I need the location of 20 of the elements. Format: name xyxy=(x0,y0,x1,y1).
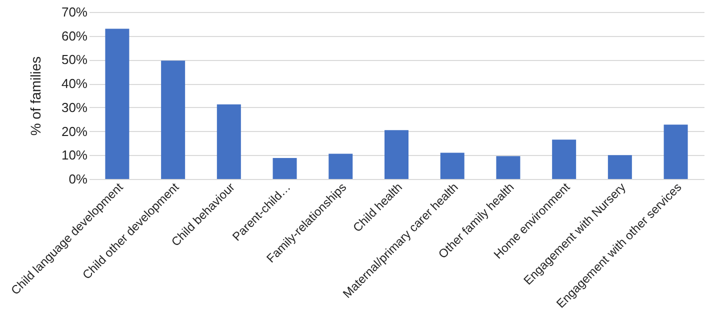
y-tick-label: 60% xyxy=(61,28,88,44)
y-tick-label: 20% xyxy=(61,124,88,139)
bar xyxy=(216,104,241,179)
y-tick-label: 0% xyxy=(68,172,88,186)
bar xyxy=(384,130,408,179)
bar xyxy=(608,155,632,179)
y-tick-label: 10% xyxy=(61,148,88,163)
bar xyxy=(552,140,576,179)
y-tick-label: 70% xyxy=(61,4,88,20)
y-axis-title: % of families xyxy=(27,56,44,136)
bar xyxy=(328,154,353,179)
bar xyxy=(161,60,186,179)
bar xyxy=(440,152,464,179)
bar xyxy=(496,156,520,179)
bar xyxy=(664,124,688,179)
y-tick-label: 40% xyxy=(61,76,88,92)
bar xyxy=(272,158,297,179)
y-tick-label: 50% xyxy=(61,52,88,68)
y-tick-label: 30% xyxy=(61,100,88,115)
bar xyxy=(105,28,130,179)
